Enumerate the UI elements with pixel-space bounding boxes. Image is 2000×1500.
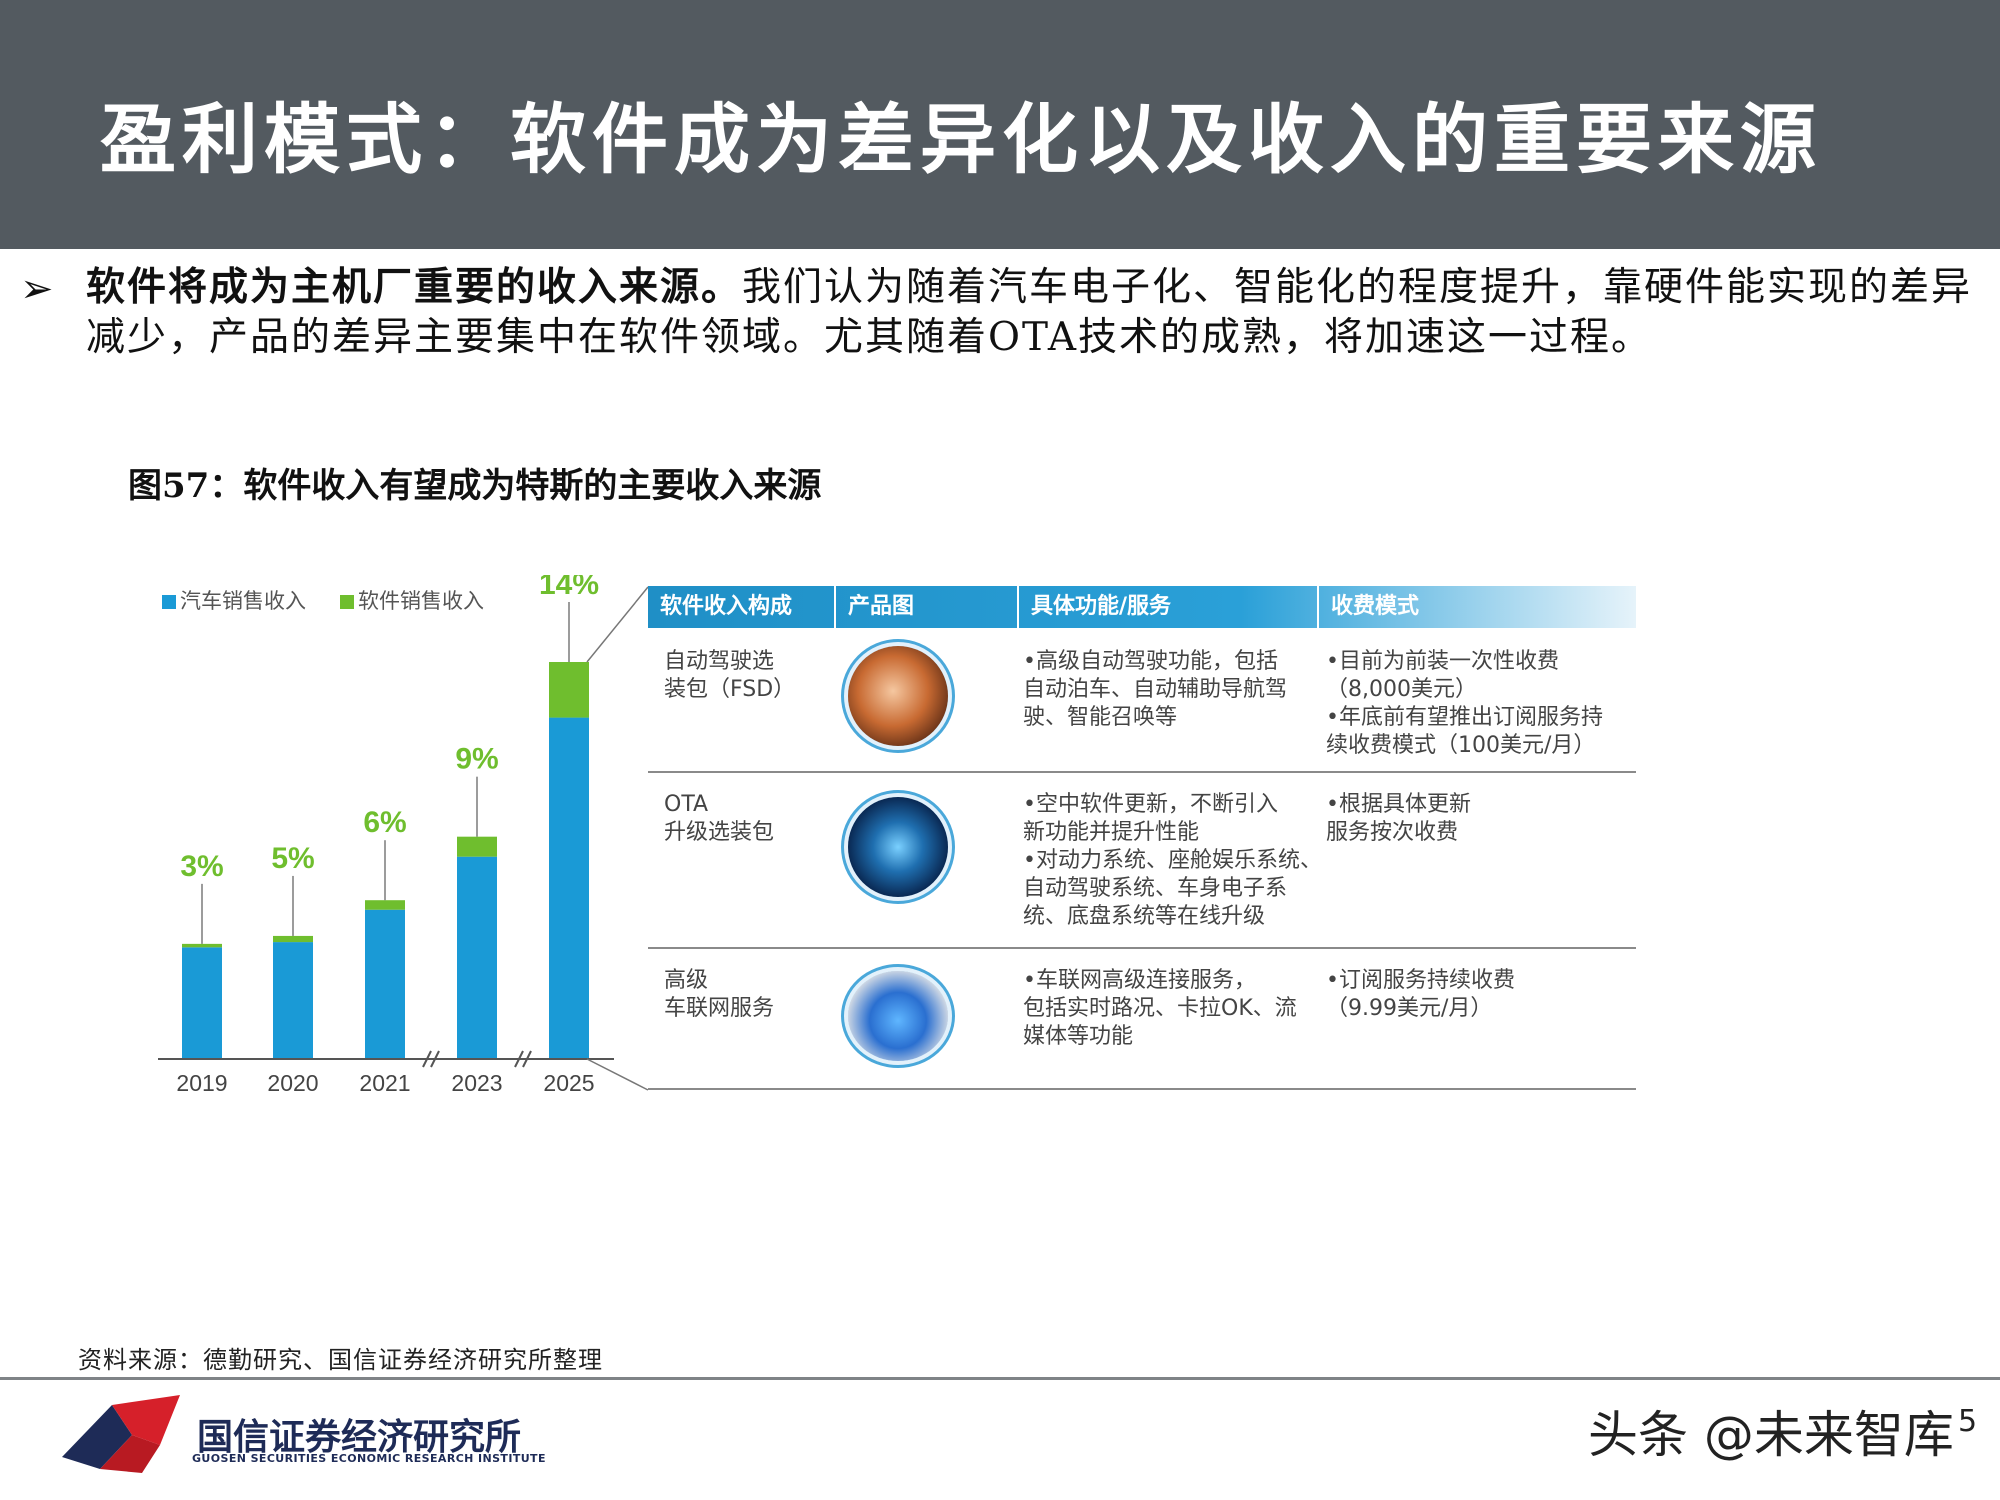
page-number: 5 — [1958, 1404, 1978, 1439]
bullet-body: 我们认为随着汽车电子化、智能化的程度提升，靠硬件能实现的差异减少，产品的差异主要… — [86, 265, 1973, 360]
legend-swatch — [340, 595, 354, 609]
bar-software-sales — [273, 935, 313, 943]
axis-break-mark — [430, 1050, 440, 1068]
axis-break-mark — [514, 1050, 524, 1068]
row-pricing: •订阅服务持续收费 （9.99美元/月） — [1326, 968, 1515, 1021]
stacked-bar-chart: 汽车销售收入 软件销售收入 3% 5% 6% 9% 14% 2019 2020 2021 202… — [158, 575, 649, 1096]
ota-network-icon — [848, 797, 948, 897]
data-label: 9% — [455, 743, 498, 776]
row-name: 高级 车联网服务 — [664, 968, 775, 1021]
table-row: 自动驾驶选 装包（FSD） •高级自动驾驶功能，包括 自动泊车、自动辅助导航驾 … — [648, 628, 1636, 773]
th-composition: 软件收入构成 — [648, 586, 836, 628]
bar-car-sales — [549, 717, 589, 1059]
data-label: 6% — [363, 806, 406, 839]
logo-text-cn: 国信证券经济研究所 — [197, 1417, 522, 1458]
bullet-lead: 软件将成为主机厂重要的收入来源。 — [86, 264, 743, 310]
footer-divider — [0, 1377, 2000, 1380]
th-product-image: 产品图 — [836, 586, 1019, 628]
logo-text-en: GUOSEN SECURITIES ECONOMIC RESEARCH INST… — [192, 1452, 546, 1465]
th-pricing: 收费模式 — [1331, 594, 1420, 619]
legend-swatch — [162, 595, 176, 609]
source-note: 资料来源：德勤研究、国信证券经济研究所整理 — [78, 1346, 603, 1374]
row-pricing: •目前为前装一次性收费 （8,000美元） •年底前有望推出订阅服务持 续收费模… — [1326, 649, 1603, 758]
bar-software-sales — [549, 662, 589, 718]
axis-break-marks — [422, 1050, 532, 1068]
autonomous-driving-icon — [848, 646, 948, 746]
connector-line-bottom — [586, 1058, 649, 1091]
page-title: 盈利模式：软件成为差异化以及收入的重要来源 — [100, 95, 1822, 184]
bar-car-sales — [457, 856, 497, 1059]
legend-label: 汽车销售收入 — [180, 589, 306, 613]
row-name: 自动驾驶选 装包（FSD） — [664, 649, 796, 702]
data-label: 3% — [180, 850, 223, 883]
figure-title: 图57：软件收入有望成为特斯的主要收入来源 — [128, 466, 822, 506]
bar-software-sales — [365, 900, 405, 910]
row-name: OTA 升级选装包 — [664, 792, 775, 845]
table-row: 高级 车联网服务 •车联网高级连接服务， 包括实时路况、卡拉OK、流 媒体等功能… — [648, 947, 1636, 1090]
bullet-arrow-icon: ➢ — [20, 266, 54, 312]
th-features: 具体功能/服务 — [1019, 586, 1319, 628]
header-bar: 盈利模式：软件成为差异化以及收入的重要来源 — [0, 0, 2000, 249]
axis-break-mark — [422, 1050, 432, 1068]
connector-line-top — [586, 586, 649, 663]
chart-bars: 3% 5% 6% 9% 14% — [180, 575, 599, 1059]
row-pricing: •根据具体更新 服务按次收费 — [1326, 792, 1471, 845]
guosen-logo-icon — [62, 1395, 180, 1473]
row-features: •车联网高级连接服务， 包括实时路况、卡拉OK、流 媒体等功能 — [1023, 968, 1297, 1049]
watermark-text: 头条 @未来智库 — [1588, 1406, 1954, 1464]
chart-legend: 汽车销售收入 软件销售收入 — [162, 589, 484, 613]
x-tick-label: 2025 — [543, 1070, 594, 1096]
connected-car-icon — [848, 971, 948, 1061]
table-row: OTA 升级选装包 •空中软件更新，不断引入 新功能并提升性能 •对动力系统、座… — [648, 771, 1636, 949]
row-features: •高级自动驾驶功能，包括 自动泊车、自动辅助导航驾 驶、智能召唤等 — [1023, 649, 1288, 730]
table-header: 软件收入构成 产品图 具体功能/服务 收费模式 — [648, 586, 1636, 628]
bar-software-sales — [182, 943, 222, 948]
bar-software-sales — [457, 836, 497, 857]
x-tick-labels: 2019 2020 2021 2023 2025 — [176, 1070, 594, 1096]
bullet-paragraph: 软件将成为主机厂重要的收入来源。我们认为随着汽车电子化、智能化的程度提升，靠硬件… — [86, 262, 1976, 363]
bar-car-sales — [273, 942, 313, 1059]
bar-car-sales — [365, 909, 405, 1059]
legend-label: 软件销售收入 — [358, 589, 484, 613]
x-tick-label: 2023 — [451, 1070, 502, 1096]
x-tick-label: 2021 — [359, 1070, 410, 1096]
axis-break-mark — [522, 1050, 532, 1068]
x-tick-label: 2020 — [267, 1070, 318, 1096]
data-label: 14% — [539, 575, 599, 601]
x-tick-label: 2019 — [176, 1070, 227, 1096]
bar-car-sales — [182, 947, 222, 1059]
row-features: •空中软件更新，不断引入 新功能并提升性能 •对动力系统、座舱娱乐系统、 自动驾… — [1023, 792, 1322, 929]
data-label: 5% — [271, 842, 314, 875]
